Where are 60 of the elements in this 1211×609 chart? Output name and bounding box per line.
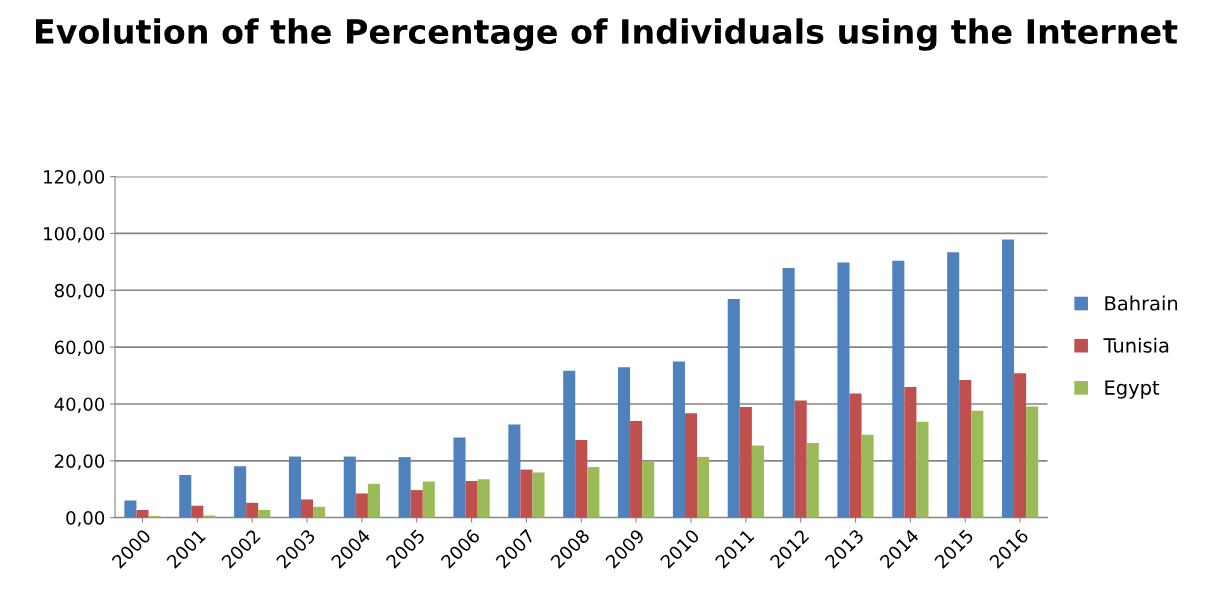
bar [563, 370, 576, 518]
bar [124, 500, 137, 518]
bar [300, 499, 314, 518]
bar [806, 442, 819, 518]
bar [355, 493, 368, 518]
bar [751, 445, 764, 518]
bar [465, 480, 478, 518]
y-tick-label: 100,00 [44, 226, 105, 243]
y-tick-label: 20,00 [54, 454, 105, 470]
bar [136, 509, 149, 518]
bar [642, 461, 655, 518]
bar [508, 424, 521, 518]
bar [422, 481, 435, 518]
bar [575, 440, 588, 518]
bar [453, 437, 466, 518]
bar [861, 434, 874, 518]
bar [684, 413, 698, 518]
y-tick-label: 80,00 [54, 283, 105, 300]
bar [191, 505, 204, 518]
bar [179, 475, 192, 518]
bar [477, 479, 490, 518]
bar [246, 502, 259, 518]
bar [782, 268, 795, 518]
bar [587, 467, 600, 518]
bar [947, 252, 960, 518]
legend-label: Tunisia [1103, 337, 1169, 353]
bar [672, 361, 685, 518]
y-tick-label: 0,00 [66, 511, 105, 527]
bar [313, 506, 326, 518]
bar [618, 367, 631, 518]
legend-label: Bahrain [1105, 295, 1178, 311]
bar [1001, 239, 1015, 518]
bar [794, 400, 807, 518]
bar [520, 469, 533, 518]
y-tick-label: 40,00 [54, 397, 105, 413]
bar [630, 421, 643, 518]
bar [697, 456, 710, 518]
bar [234, 466, 247, 518]
bar [837, 262, 850, 518]
bar [904, 386, 917, 518]
bar [739, 407, 752, 518]
bar [343, 456, 356, 518]
y-tick-label: 120,00 [44, 170, 105, 186]
bar [849, 393, 862, 518]
bar [398, 457, 411, 518]
y-tick-label: 60,00 [54, 340, 105, 357]
bar [1014, 373, 1027, 518]
bar [1026, 406, 1039, 518]
bar [892, 260, 905, 518]
bar [532, 472, 545, 518]
bar [727, 299, 740, 518]
bar [971, 410, 984, 518]
bar [959, 380, 972, 518]
bar [410, 490, 423, 518]
legend-label: Egypt [1105, 380, 1160, 399]
bar [916, 421, 929, 518]
bar [367, 483, 380, 518]
bar [258, 509, 271, 518]
bar [288, 456, 301, 518]
chart-title: Evolution of the Percentage of Individuals using the Internet [36, 18, 1178, 51]
